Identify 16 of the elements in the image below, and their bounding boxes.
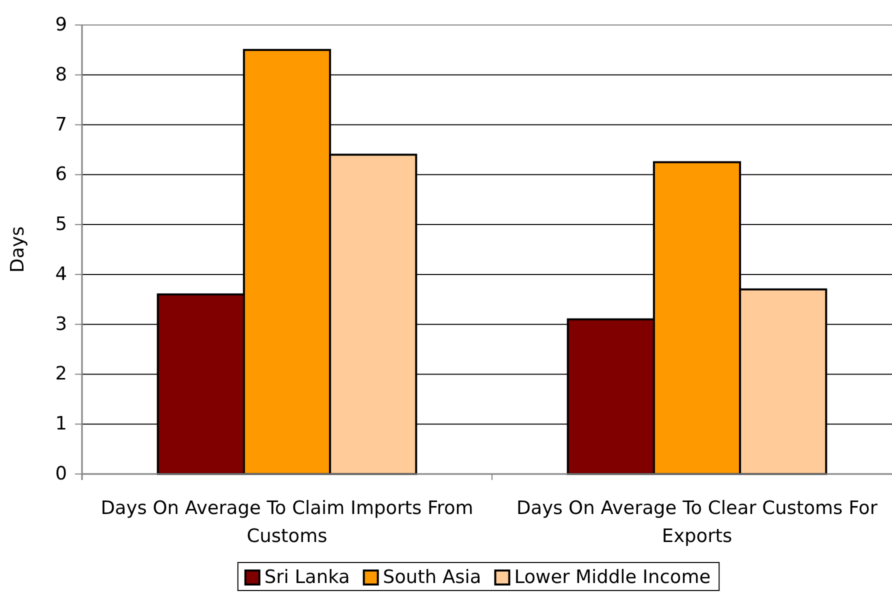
y-tick-label: 3: [55, 314, 67, 335]
y-tick-label: 5: [55, 214, 67, 236]
y-tick-label: 8: [55, 64, 67, 86]
x-tick-label: Days On Average To Claim Imports From Customs: [100, 498, 474, 547]
y-axis-title: Days: [8, 226, 28, 273]
y-tick-label: 1: [55, 414, 67, 435]
y-tick-label: 6: [55, 164, 67, 186]
legend-label: Sri Lanka: [264, 567, 350, 588]
y-tick-label: 9: [55, 14, 67, 36]
y-tick-label: 4: [55, 264, 67, 285]
y-tick-label: 7: [55, 114, 67, 136]
legend-label: South Asia: [382, 567, 482, 588]
y-tick-label: 2: [55, 364, 67, 385]
y-tick-label: 0: [55, 464, 67, 484]
legend-label: Lower Middle Income: [514, 567, 711, 588]
x-tick-label: Days On Average To Clear Customs For Exports: [516, 498, 878, 547]
